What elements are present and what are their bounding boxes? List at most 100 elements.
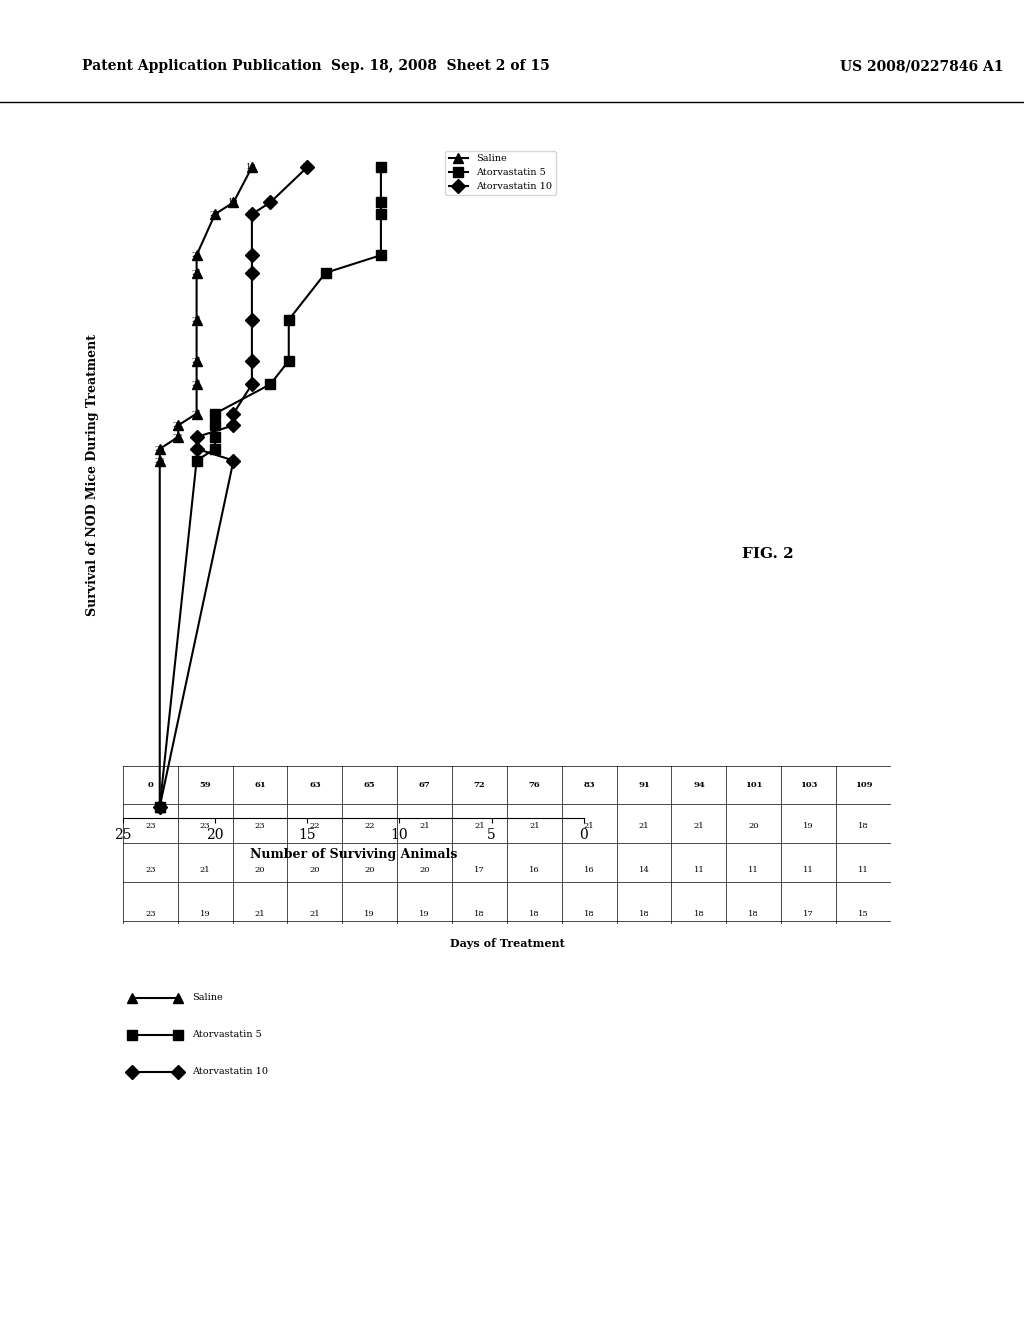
Saline: [190, 405, 203, 421]
Text: Atorvastatin 5: Atorvastatin 5: [193, 1031, 262, 1039]
Text: 21: 21: [584, 822, 595, 830]
Text: 20: 20: [210, 433, 220, 441]
Text: 23: 23: [155, 457, 165, 465]
Text: 11: 11: [858, 866, 868, 874]
Text: 109: 109: [855, 780, 872, 788]
Saline: [190, 376, 203, 392]
Text: 11: 11: [376, 198, 386, 206]
Text: 23: 23: [155, 803, 165, 810]
Text: 21: 21: [191, 269, 202, 277]
Atorvastatin 10: [246, 376, 258, 392]
Text: 19: 19: [419, 911, 430, 919]
Atorvastatin 5: [283, 352, 295, 368]
Text: 65: 65: [364, 780, 376, 788]
Atorvastatin 5: [264, 376, 276, 392]
Text: 19: 19: [200, 911, 211, 919]
Text: 23: 23: [145, 822, 156, 830]
Legend: Saline, Atorvastatin 5, Atorvastatin 10: Saline, Atorvastatin 5, Atorvastatin 10: [444, 150, 556, 195]
Text: 21: 21: [191, 409, 202, 417]
Text: 17: 17: [265, 198, 275, 206]
Text: 21: 21: [529, 822, 540, 830]
Text: 18: 18: [247, 251, 257, 259]
Text: 15: 15: [302, 164, 312, 172]
Line: Atorvastatin 5: Atorvastatin 5: [155, 162, 386, 812]
Text: 23: 23: [155, 803, 165, 810]
Saline: [190, 352, 203, 368]
Text: 21: 21: [693, 822, 705, 830]
Atorvastatin 10: [246, 352, 258, 368]
Text: 20: 20: [210, 409, 220, 417]
Atorvastatin 10: [227, 405, 240, 421]
Text: 11: 11: [376, 251, 386, 259]
Atorvastatin 5: [319, 265, 332, 281]
Text: 101: 101: [745, 780, 763, 788]
Text: 59: 59: [200, 780, 211, 788]
Text: 20: 20: [255, 866, 265, 874]
Atorvastatin 5: [375, 206, 387, 222]
Atorvastatin 10: [246, 206, 258, 222]
Text: FIG. 2: FIG. 2: [742, 548, 794, 561]
Text: 23: 23: [255, 822, 265, 830]
Text: 72: 72: [474, 780, 485, 788]
Text: Days of Treatment: Days of Treatment: [450, 939, 564, 949]
Text: 23: 23: [155, 803, 165, 810]
Atorvastatin 5: [209, 405, 221, 421]
Text: 20: 20: [420, 866, 430, 874]
Text: 21: 21: [419, 822, 430, 830]
Text: 17: 17: [474, 866, 484, 874]
Text: 18: 18: [247, 380, 257, 388]
Text: 67: 67: [419, 780, 430, 788]
Text: 15: 15: [858, 911, 868, 919]
Text: 18: 18: [247, 269, 257, 277]
Atorvastatin 5: [375, 160, 387, 176]
Atorvastatin 5: [375, 247, 387, 263]
Text: 16: 16: [584, 866, 595, 874]
Text: 18: 18: [584, 911, 595, 919]
Atorvastatin 10: [227, 417, 240, 433]
Text: 21: 21: [191, 445, 202, 453]
Text: 22: 22: [365, 822, 375, 830]
Text: 19: 19: [228, 421, 239, 429]
Text: US 2008/0227846 A1: US 2008/0227846 A1: [840, 59, 1004, 73]
Text: 19: 19: [365, 911, 375, 919]
Atorvastatin 10: [190, 429, 203, 445]
Atorvastatin 5: [209, 441, 221, 457]
Saline: [209, 206, 221, 222]
Text: 22: 22: [173, 433, 183, 441]
Text: Survival of NOD Mice During Treatment: Survival of NOD Mice During Treatment: [86, 334, 98, 616]
Atorvastatin 10: [246, 247, 258, 263]
Text: 21: 21: [639, 822, 649, 830]
Text: 18: 18: [247, 315, 257, 323]
Text: 18: 18: [858, 822, 868, 830]
Atorvastatin 5: [209, 417, 221, 433]
Text: 20: 20: [210, 421, 220, 429]
Text: 21: 21: [191, 356, 202, 364]
Text: Saline: Saline: [193, 994, 223, 1002]
Text: 76: 76: [528, 780, 541, 788]
Text: 18: 18: [693, 911, 705, 919]
Text: 18: 18: [247, 164, 257, 172]
Text: 14: 14: [321, 269, 331, 277]
Text: 11: 11: [803, 866, 814, 874]
Text: Atorvastatin 10: Atorvastatin 10: [193, 1068, 268, 1076]
Atorvastatin 5: [209, 429, 221, 445]
Text: 19: 19: [228, 409, 239, 417]
Text: Patent Application Publication: Patent Application Publication: [82, 59, 322, 73]
Saline: [190, 265, 203, 281]
Text: 94: 94: [693, 780, 705, 788]
Text: 21: 21: [191, 433, 202, 441]
Atorvastatin 10: [190, 441, 203, 457]
Text: 11: 11: [749, 866, 759, 874]
X-axis label: Number of Surviving Animals: Number of Surviving Animals: [250, 847, 457, 861]
Text: 11: 11: [376, 164, 386, 172]
Text: 21: 21: [474, 822, 484, 830]
Line: Atorvastatin 10: Atorvastatin 10: [155, 162, 312, 812]
Atorvastatin 10: [227, 453, 240, 469]
Atorvastatin 10: [246, 312, 258, 327]
Text: 11: 11: [376, 210, 386, 218]
Text: 18: 18: [639, 911, 649, 919]
Saline: [246, 160, 258, 176]
Line: Saline: Saline: [155, 162, 257, 812]
Text: 21: 21: [191, 251, 202, 259]
Text: 20: 20: [309, 866, 321, 874]
